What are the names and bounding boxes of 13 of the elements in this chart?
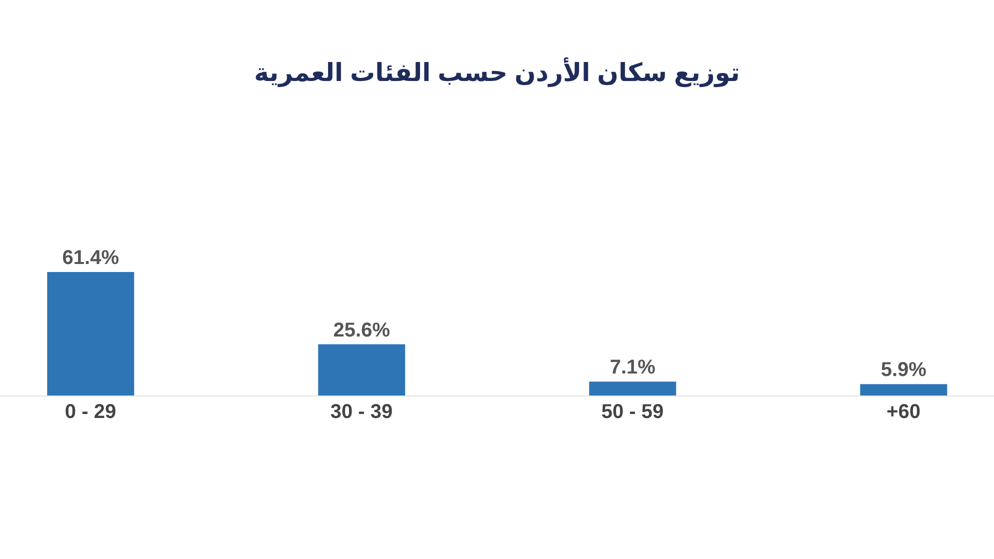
data-label: 25.6% [333, 319, 390, 342]
x-tick-label: 0 - 29 [64, 401, 116, 424]
data-label: 7.1% [610, 356, 656, 379]
x-tick-label: 30 - 39 [330, 401, 393, 424]
bar [318, 344, 406, 396]
x-tick-label: 50 - 59 [601, 401, 664, 424]
data-label: 5.9% [880, 359, 927, 382]
data-label: 61.4% [62, 247, 120, 269]
x-tick-label: +60 [886, 401, 920, 424]
bar [589, 382, 676, 396]
bar [47, 272, 134, 396]
chart-title: توزيع سكان الأردن حسب الفئات العمرية [253, 58, 741, 88]
bar [860, 384, 948, 396]
